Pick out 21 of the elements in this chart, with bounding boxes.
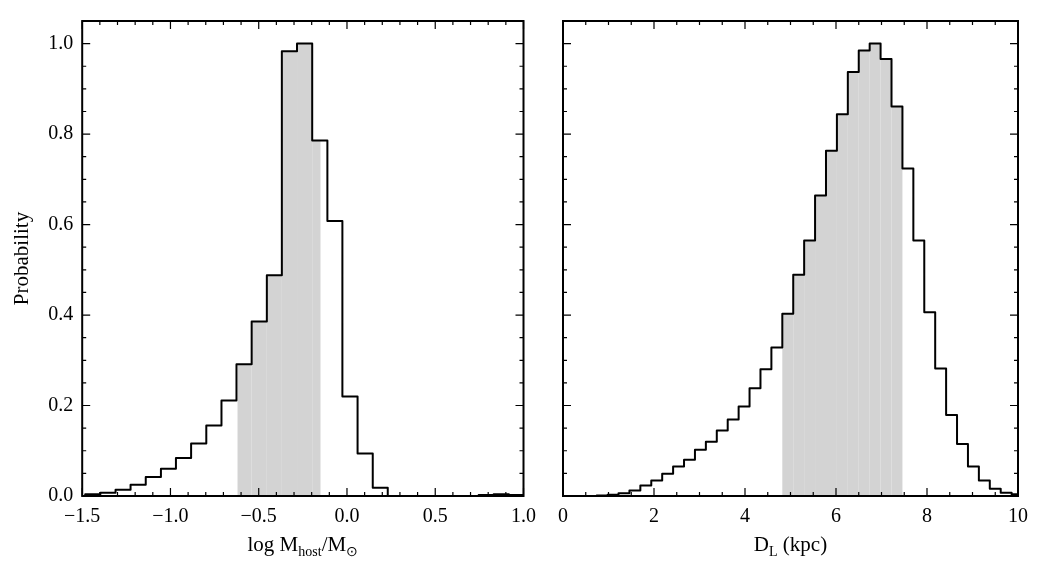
x-tick-label: 0: [558, 504, 568, 527]
y-tick-label: 0.2: [48, 392, 74, 415]
y-tick-label: 0.4: [48, 302, 74, 325]
x-tick-label: −1.5: [64, 504, 101, 527]
x-tick-label: −1.0: [152, 504, 189, 527]
y-tick-label: 0.0: [48, 483, 74, 506]
x-tick-label: 6: [831, 504, 841, 527]
x-tick-label: 2: [649, 504, 659, 527]
x-tick-label: 4: [740, 504, 750, 527]
y-tick-label: 0.6: [48, 211, 74, 234]
x-tick-label: 10: [1008, 504, 1028, 527]
y-tick-label: 0.8: [48, 121, 74, 144]
x-tick-label: 0.5: [422, 504, 448, 527]
x-axis-title: D$_{L}$ (kpc): [752, 532, 829, 561]
y-axis-title: Probability: [9, 211, 34, 306]
x-tick-label: 1.0: [511, 504, 536, 527]
x-axis-title: log M$_{host}$/M$_{⊙}$: [246, 532, 360, 561]
x-tick-label: −0.5: [240, 504, 277, 527]
x-tick-label: 0.0: [334, 504, 360, 527]
x-tick-label: 8: [922, 504, 932, 527]
y-tick-label: 1.0: [48, 30, 74, 53]
